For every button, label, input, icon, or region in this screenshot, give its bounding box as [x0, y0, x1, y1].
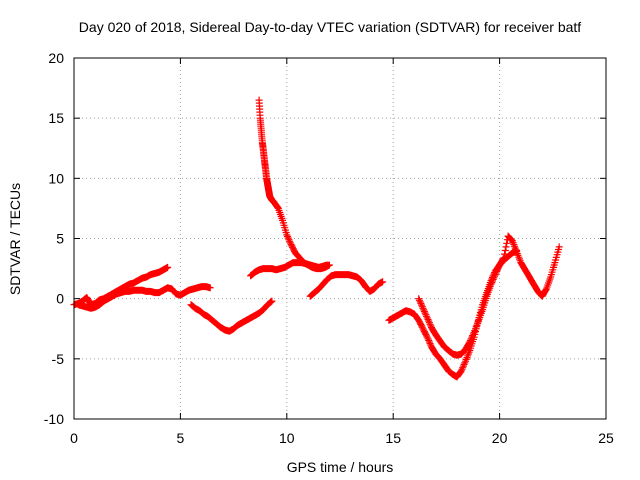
- y-tick-label: 10: [48, 170, 64, 186]
- y-tick-label: 15: [48, 110, 64, 126]
- y-tick-label: 5: [56, 231, 64, 247]
- series-arc-7: [415, 232, 563, 359]
- series-arc-1b: [74, 283, 214, 312]
- grid: [74, 58, 606, 419]
- y-tick-label: -10: [44, 411, 64, 427]
- x-tick-label: 0: [70, 430, 78, 446]
- series-markers: [306, 271, 387, 300]
- x-axis-label: GPS time / hours: [287, 459, 394, 475]
- series-markers: [187, 297, 276, 335]
- series-markers: [74, 283, 214, 312]
- series-markers: [70, 263, 172, 309]
- x-tick-label: 25: [598, 430, 614, 446]
- series-arc-2: [187, 297, 276, 335]
- x-tick-label: 10: [279, 430, 295, 446]
- x-tick-label: 5: [177, 430, 185, 446]
- series-layer: [70, 96, 563, 381]
- y-tick-label: 20: [48, 50, 64, 66]
- y-tick-label: -5: [52, 351, 65, 367]
- y-tick-label: 0: [56, 291, 64, 307]
- series-markers: [415, 232, 563, 359]
- chart-title: Day 020 of 2018, Sidereal Day-to-day VTE…: [79, 19, 582, 35]
- y-axis-label: SDTVAR / TECUs: [7, 183, 23, 295]
- plot-frame: [73, 57, 607, 420]
- series-arc-4: [247, 259, 331, 280]
- series-arc-1a: [70, 263, 172, 309]
- series-arc-5: [306, 271, 387, 300]
- series-markers: [247, 259, 331, 280]
- series-arc-3: [255, 96, 333, 273]
- x-tick-label: 15: [385, 430, 401, 446]
- ticks: 0 5 10 15 20 25 -10 -5 0 5 10 15 20: [44, 50, 614, 446]
- x-tick-label: 20: [492, 430, 508, 446]
- series-markers: [255, 96, 333, 273]
